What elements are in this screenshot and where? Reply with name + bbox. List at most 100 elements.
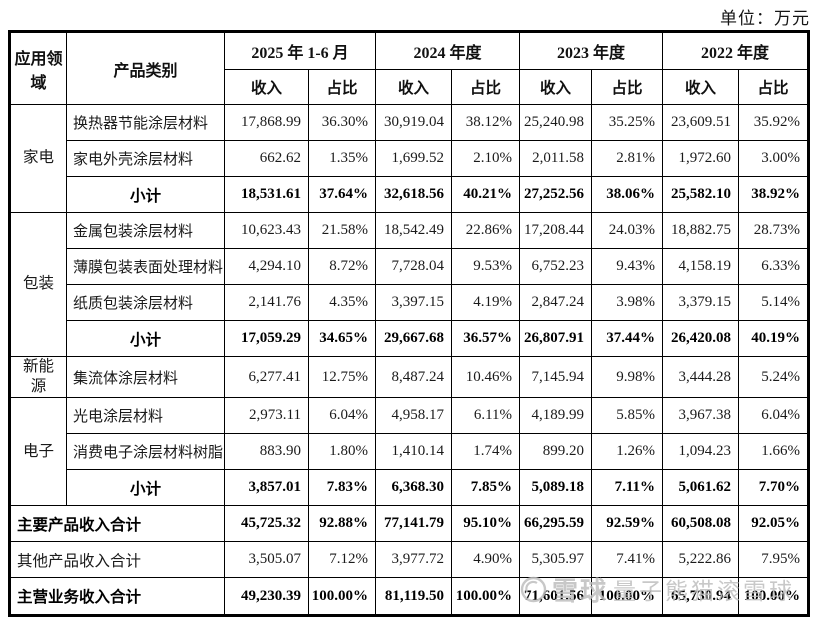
table-row: 包装 金属包装涂层材料 10,623.43 21.58% 18,542.49 2… [9,212,810,357]
header-row-periods: 应用领域 产品类别 2025 年 1-6 月 2024 年度 2023 年度 2… [9,31,810,105]
value-cell: 7.41% [591,541,664,579]
unit-label: 单位：万元 [720,9,810,28]
value-cell: 2,011.58 [519,140,593,177]
value-cell: 7,145.94 [519,355,593,399]
value-cell: 10.46% [450,355,521,399]
value-cell: 22.86% [450,212,521,249]
product-cell: 薄膜包装表面处理材料 [66,248,225,285]
value-cell: 1,410.14 [375,433,452,471]
value-cell: 1.66% [738,433,810,471]
header-share-2022: 占比 [738,69,810,105]
value-cell: 17,208.44 [519,212,593,249]
value-cell: 38.92% [738,176,810,213]
value-cell: 662.62 [224,140,309,177]
value-cell: 5.85% [591,397,664,435]
subtotal-label: 小计 [66,320,225,357]
header-product-category: 产品类别 [66,31,225,105]
subtotal-row: 小计 18,531.61 37.64% 32,618.56 40.21% 27,… [10,176,810,213]
value-cell: 32,618.56 [375,176,452,213]
header-revenue-2022: 收入 [662,69,740,105]
value-cell: 25,240.98 [519,104,593,141]
subtotal-label: 小计 [66,469,225,507]
value-cell: 1.26% [591,433,664,471]
value-cell: 10,623.43 [224,212,309,249]
value-cell: 9.43% [591,248,664,285]
product-cell: 集流体涂层材料 [66,355,225,399]
value-cell: 4.35% [308,284,376,321]
value-cell: 17,868.99 [224,104,309,141]
total-label: 其他产品收入合计 [9,541,225,579]
subtotal-row: 小计 3,857.01 7.83% 6,368.30 7.85% 5,089.1… [10,469,810,507]
value-cell: 49,230.39 [224,577,309,617]
value-cell: 37.64% [308,176,376,213]
table-row: 家电 换热器节能涂层材料 17,868.99 36.30% 30,919.04 … [9,104,810,213]
value-cell: 1.74% [450,433,521,471]
value-cell: 4.19% [450,284,521,321]
value-cell: 3.00% [738,140,810,177]
header-revenue-2025h1: 收入 [224,69,309,105]
value-cell: 4,958.17 [375,397,452,435]
value-cell: 4,158.19 [662,248,740,285]
value-cell: 1,094.23 [662,433,740,471]
value-cell: 77,141.79 [375,505,452,543]
value-cell: 2.10% [450,140,521,177]
header-period-2022: 2022 年度 [662,31,810,70]
field-cell-home-appliance: 家电 [9,104,67,213]
value-cell: 3,397.15 [375,284,452,321]
value-cell: 6.11% [450,397,521,435]
header-period-2025h1: 2025 年 1-6 月 [224,31,376,70]
table-row: 新能源 集流体涂层材料 6,277.41 12.75% 8,487.24 10.… [9,355,810,399]
value-cell: 45,725.32 [224,505,309,543]
value-cell: 18,882.75 [662,212,740,249]
total-label: 主营业务收入合计 [9,577,225,617]
value-cell: 3,444.28 [662,355,740,399]
value-cell: 5.14% [738,284,810,321]
value-cell: 1.80% [308,433,376,471]
value-cell: 2.81% [591,140,664,177]
value-cell: 26,420.08 [662,320,740,357]
header-share-2023: 占比 [591,69,664,105]
product-cell: 消费电子涂层材料树脂 [66,433,225,471]
value-cell: 71,601.56 [519,577,593,617]
value-cell: 1,699.52 [375,140,452,177]
field-cell-electronics: 电子 [9,397,67,507]
value-cell: 7.95% [738,541,810,579]
value-cell: 92.88% [308,505,376,543]
value-cell: 8,487.24 [375,355,452,399]
value-cell: 24.03% [591,212,664,249]
value-cell: 3,505.07 [224,541,309,579]
value-cell: 1,972.60 [662,140,740,177]
value-cell: 95.10% [450,505,521,543]
value-cell: 3,977.72 [375,541,452,579]
header-share-2025h1: 占比 [308,69,376,105]
value-cell: 7.85% [450,469,521,507]
value-cell: 4,294.10 [224,248,309,285]
value-cell: 2,973.11 [224,397,309,435]
value-cell: 4.90% [450,541,521,579]
value-cell: 25,582.10 [662,176,740,213]
value-cell: 12.75% [308,355,376,399]
value-cell: 27,252.56 [519,176,593,213]
value-cell: 36.57% [450,320,521,357]
value-cell: 81,119.50 [375,577,452,617]
total-row-main-business: 主营业务收入合计 49,230.39 100.00% 81,119.50 100… [9,577,810,617]
value-cell: 3,379.15 [662,284,740,321]
value-cell: 18,531.61 [224,176,309,213]
total-row-main-products: 主要产品收入合计 45,725.32 92.88% 77,141.79 95.1… [9,505,810,543]
product-cell: 纸质包装涂层材料 [66,284,225,321]
value-cell: 40.21% [450,176,521,213]
table-row: 家电外壳涂层材料 662.62 1.35% 1,699.52 2.10% 2,0… [10,140,810,177]
value-cell: 26,807.91 [519,320,593,357]
value-cell: 7.12% [308,541,376,579]
value-cell: 18,542.49 [375,212,452,249]
header-row-measures: 收入 占比 收入 占比 收入 占比 收入 占比 [10,69,810,105]
product-cell: 金属包装涂层材料 [66,212,225,249]
value-cell: 17,059.29 [224,320,309,357]
header-period-2023: 2023 年度 [519,31,664,70]
table-row: 薄膜包装表面处理材料 4,294.10 8.72% 7,728.04 9.53%… [10,248,810,285]
value-cell: 37.44% [591,320,664,357]
header-revenue-2024: 收入 [375,69,452,105]
value-cell: 36.30% [308,104,376,141]
total-label: 主要产品收入合计 [9,505,225,543]
value-cell: 100.00% [738,577,810,617]
